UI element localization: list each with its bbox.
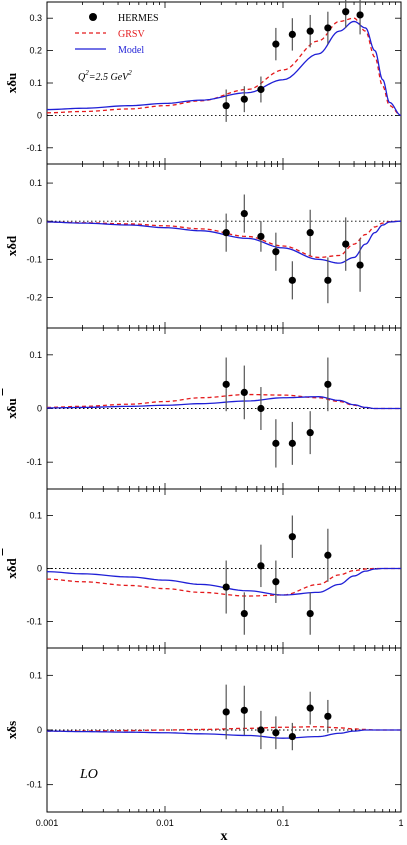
grsv-curve <box>46 220 402 259</box>
model-curve <box>46 220 402 264</box>
x-tick-label: 0.01 <box>156 818 174 828</box>
hermes-point <box>306 609 314 618</box>
y-tick-label: 0.1 <box>29 78 42 88</box>
hermes-point <box>222 583 230 591</box>
hermes-point <box>306 27 314 35</box>
legend-grsv-label: GRSV <box>118 29 145 40</box>
hermes-point <box>324 712 332 720</box>
hermes-point <box>324 24 332 32</box>
hermes-point <box>288 439 296 447</box>
scale-annotation: Q2=2.5 GeV2 <box>78 69 132 83</box>
y-axis-label: xδu <box>4 398 19 418</box>
hermes-point <box>222 229 230 237</box>
order-annotation: LO <box>79 767 98 782</box>
y-tick-label: 0.1 <box>29 350 42 360</box>
grsv-curve <box>46 17 402 117</box>
hermes-point <box>324 276 332 284</box>
hermes-point <box>288 732 296 741</box>
legend-model-label: Model <box>118 45 144 56</box>
y-tick-label: 0 <box>37 725 42 735</box>
hermes-point <box>222 380 230 388</box>
panel-frame <box>46 1 402 165</box>
panel-d: 0.1 0 -0.1 -0.2 xδd <box>4 163 402 329</box>
grsv-curve <box>46 567 401 597</box>
hermes-point <box>288 276 296 284</box>
hermes-point <box>272 729 280 737</box>
panel-u: 0.3 0.2 0.1 0 -0.1 xδu <box>4 0 402 165</box>
hermes-point <box>324 551 332 559</box>
x-tick-label: 0.1 <box>277 818 290 828</box>
y-tick-label: -0.1 <box>26 617 42 627</box>
model-curve <box>46 567 401 596</box>
hermes-point <box>272 40 280 48</box>
hermes-point <box>342 240 350 248</box>
hermes-point <box>272 439 280 447</box>
y-tick-label: 0 <box>37 564 42 574</box>
y-tick-label: -0.1 <box>26 143 42 153</box>
x-axis-label: x <box>221 829 228 844</box>
hermes-point <box>257 404 265 413</box>
y-tick-label: -0.2 <box>26 292 42 302</box>
hermes-point <box>257 232 265 241</box>
y-tick-label: 0 <box>37 404 42 414</box>
y-tick-label: 0.1 <box>29 511 42 521</box>
hermes-point <box>257 562 265 570</box>
hermes-point <box>240 209 248 218</box>
hermes-point <box>342 8 350 16</box>
y-axis-label: xδu <box>4 73 19 93</box>
hermes-point <box>288 30 296 38</box>
hermes-point <box>240 609 248 618</box>
hermes-point <box>222 708 230 716</box>
model-curve <box>46 729 401 739</box>
y-axis-label: xδd <box>4 235 19 256</box>
hermes-point <box>306 229 314 237</box>
y-tick-label: -0.1 <box>26 457 42 467</box>
hermes-point <box>240 95 248 103</box>
x-tick-label: 0.001 <box>36 818 59 828</box>
y-tick-label: 0 <box>37 216 42 226</box>
hermes-point <box>240 388 248 396</box>
panel-dbar: 0.1 0 -0.1 xδd <box>2 488 402 649</box>
y-axis-label: xδs <box>4 721 19 739</box>
y-tick-label: 0.3 <box>29 13 42 23</box>
hermes-point <box>324 380 332 388</box>
panels-group: 0.3 0.2 0.1 0 -0.1 xδu 0.1 0 -0.1 -0.2 xδd 0.1 0 -0.1… <box>2 0 404 828</box>
y-axis-label: xδd <box>4 557 19 578</box>
legend-hermes-marker <box>89 13 97 21</box>
model-curve <box>46 396 401 410</box>
y-tick-label: -0.1 <box>26 780 42 790</box>
model-curve <box>46 20 402 117</box>
y-tick-label: 0.1 <box>29 670 42 680</box>
hermes-point <box>222 102 230 110</box>
hermes-point <box>240 706 248 714</box>
panel-ubar: 0.1 0 -0.1 xδu <box>2 327 402 490</box>
hermes-point <box>356 11 364 19</box>
y-tick-label: 0.2 <box>29 46 42 56</box>
y-tick-label: 0 <box>37 110 42 120</box>
legend: HERMES GRSV Model <box>75 13 159 56</box>
grsv-curve <box>46 393 401 410</box>
hermes-point <box>306 704 314 712</box>
y-tick-label: 0.1 <box>29 178 42 188</box>
hermes-point <box>257 85 265 94</box>
hermes-point <box>272 578 280 586</box>
hermes-point <box>288 533 296 541</box>
hermes-point <box>306 429 314 437</box>
hermes-point <box>272 248 280 256</box>
panel-s: 0.1 0 -0.1 xδs <box>4 647 402 813</box>
hermes-point <box>356 261 364 269</box>
hermes-point <box>257 726 265 734</box>
legend-hermes-label: HERMES <box>118 13 159 24</box>
x-tick-label: 1 <box>398 818 403 828</box>
y-tick-label: -0.1 <box>26 254 42 264</box>
grsv-curve <box>47 726 401 732</box>
